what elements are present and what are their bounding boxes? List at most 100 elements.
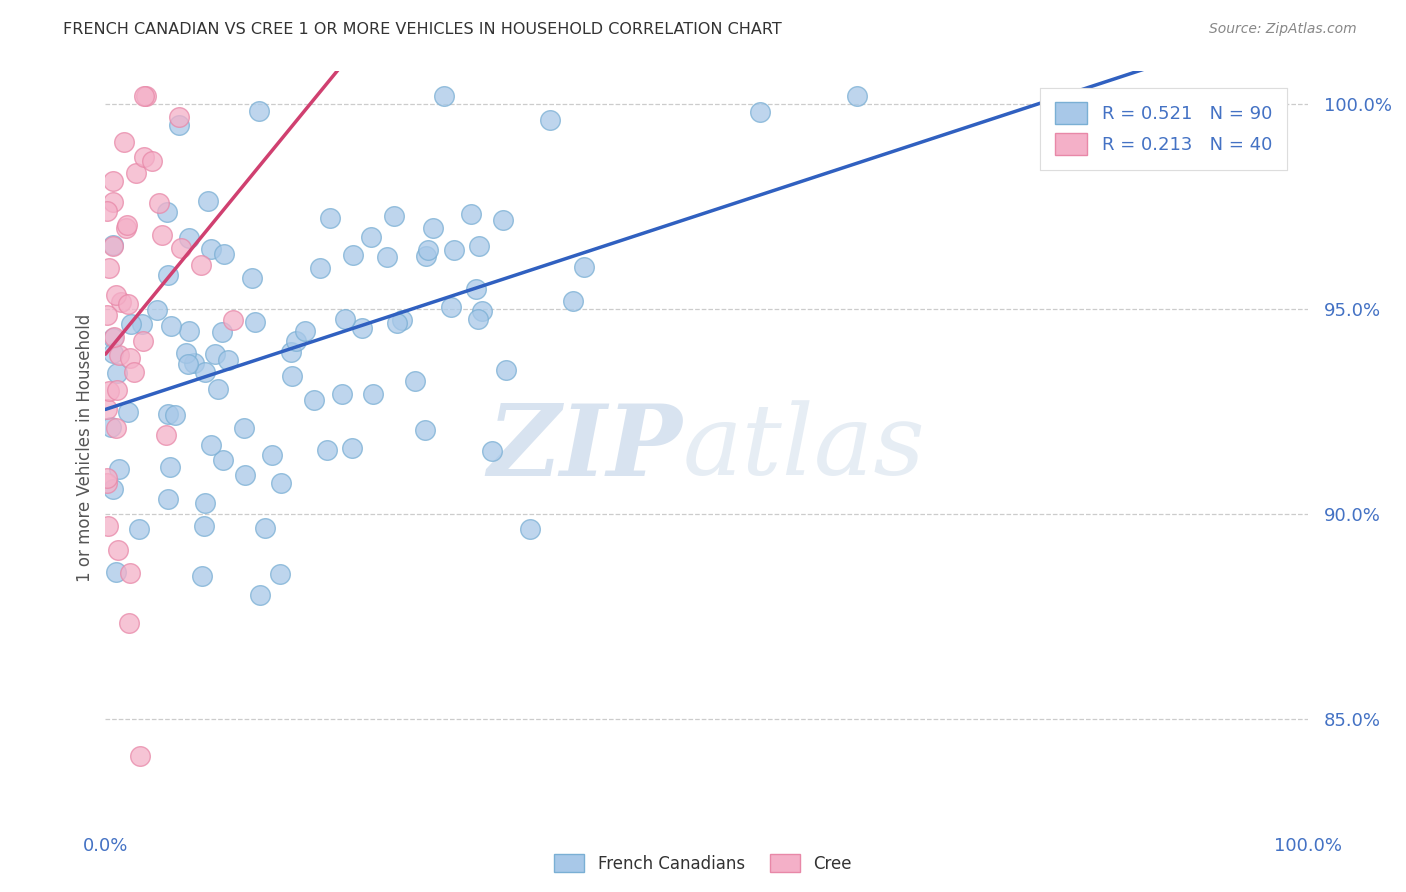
Point (280, 368, 302, 383)
Point (105, 288, 128, 302)
Point (460, 207, 482, 221)
Point (433, 89, 456, 103)
Point (103, 346, 125, 360)
Point (146, 303, 169, 318)
Point (129, 749, 152, 764)
Point (270, 475, 292, 490)
Point (422, 221, 444, 235)
Point (156, 491, 179, 506)
Point (561, 293, 583, 308)
Point (100, 419, 122, 434)
Point (242, 270, 264, 285)
Point (416, 243, 439, 257)
Point (115, 218, 138, 232)
Legend: R = 0.521   N = 90, R = 0.213   N = 40: R = 0.521 N = 90, R = 0.213 N = 40 (1040, 88, 1286, 169)
Point (176, 357, 198, 371)
Point (247, 103, 270, 118)
Point (103, 330, 125, 344)
Text: FRENCH CANADIAN VS CREE 1 OR MORE VEHICLES IN HOUSEHOLD CORRELATION CHART: FRENCH CANADIAN VS CREE 1 OR MORE VEHICL… (63, 22, 782, 37)
Point (319, 211, 342, 225)
Point (350, 321, 373, 335)
Text: atlas: atlas (682, 401, 925, 496)
Point (132, 334, 155, 348)
Point (404, 374, 426, 388)
Point (110, 295, 132, 310)
Point (249, 589, 271, 603)
Point (254, 521, 277, 535)
Point (177, 231, 200, 245)
Point (115, 221, 138, 235)
Point (105, 384, 128, 398)
Point (846, 89, 869, 103)
Point (335, 312, 357, 326)
Point (309, 260, 332, 275)
Point (492, 212, 515, 227)
Point (200, 242, 222, 256)
Point (112, 135, 135, 149)
Point (204, 347, 226, 361)
Point (375, 250, 398, 264)
Point (269, 566, 291, 581)
Point (101, 331, 124, 345)
Point (302, 392, 325, 407)
Point (159, 460, 181, 475)
Point (170, 242, 193, 256)
Point (183, 356, 205, 370)
Point (167, 119, 190, 133)
Point (211, 325, 233, 339)
Point (233, 420, 256, 434)
Point (495, 362, 517, 376)
Y-axis label: 1 or more Vehicles in Household: 1 or more Vehicles in Household (76, 314, 94, 582)
Point (156, 407, 179, 421)
Point (217, 352, 239, 367)
Point (468, 239, 491, 253)
Point (233, 467, 256, 482)
Point (194, 365, 217, 379)
Point (148, 195, 170, 210)
Point (413, 423, 436, 437)
Point (150, 228, 173, 243)
Point (342, 248, 364, 262)
Point (200, 438, 222, 452)
Point (260, 448, 283, 462)
Point (104, 566, 127, 580)
Legend: French Canadians, Cree: French Canadians, Cree (548, 847, 858, 880)
Point (96, 203, 118, 218)
Point (105, 366, 128, 380)
Point (118, 616, 141, 631)
Point (156, 205, 179, 219)
Point (117, 297, 139, 311)
Point (118, 566, 141, 581)
Point (315, 443, 337, 458)
Point (135, 89, 157, 103)
Point (748, 104, 770, 119)
Point (212, 452, 235, 467)
Point (104, 421, 127, 435)
Point (174, 346, 197, 360)
Point (101, 238, 124, 252)
Point (131, 317, 153, 331)
Point (160, 318, 183, 333)
Point (415, 249, 437, 263)
Point (120, 351, 142, 366)
Point (97, 518, 120, 533)
Point (519, 522, 541, 536)
Point (382, 209, 405, 223)
Point (385, 316, 408, 330)
Point (360, 229, 382, 244)
Point (156, 268, 179, 282)
Point (120, 317, 142, 331)
Point (97, 384, 120, 399)
Point (167, 110, 190, 124)
Point (194, 496, 217, 510)
Point (125, 166, 148, 180)
Point (207, 382, 229, 396)
Point (363, 386, 385, 401)
Point (132, 89, 155, 103)
Point (107, 543, 129, 558)
Point (101, 195, 124, 210)
Point (481, 444, 503, 458)
Point (190, 258, 212, 272)
Point (245, 315, 267, 329)
Point (443, 243, 465, 257)
